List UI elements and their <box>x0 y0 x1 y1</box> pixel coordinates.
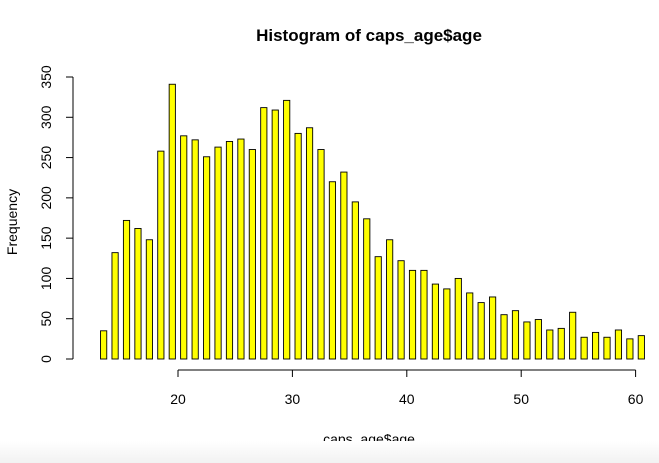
y-tick-label: 350 <box>38 65 54 89</box>
histogram-bar <box>100 330 108 360</box>
histogram-bar <box>626 338 634 360</box>
histogram-bar <box>271 109 279 360</box>
histogram-bar <box>111 252 119 360</box>
histogram-bar <box>386 239 394 360</box>
histogram-bar <box>317 149 325 360</box>
histogram-bar <box>546 329 554 360</box>
histogram-bar <box>122 219 131 360</box>
histogram-bar <box>191 139 199 360</box>
histogram-bar <box>489 296 497 360</box>
histogram-bar <box>477 302 485 360</box>
histogram-bar <box>511 310 520 360</box>
chart-title: Histogram of caps_age$age <box>256 26 482 45</box>
histogram-bar <box>614 329 623 360</box>
histogram-bar <box>591 331 600 360</box>
y-tick-label: 300 <box>38 105 54 129</box>
histogram-bar <box>340 171 348 360</box>
histogram-bar <box>580 336 588 360</box>
histogram-bar <box>328 181 337 360</box>
histogram-bar <box>248 149 256 360</box>
histogram-bar <box>431 283 439 360</box>
histogram-bar <box>168 83 176 360</box>
y-tick-label: 200 <box>38 186 54 210</box>
histogram-bar <box>225 141 234 360</box>
y-tick-label: 100 <box>38 267 54 291</box>
histogram-bar <box>157 150 165 360</box>
histogram-bar <box>534 319 542 360</box>
x-tick-label: 40 <box>399 391 415 407</box>
histogram-bar <box>569 311 577 360</box>
histogram-bar <box>363 218 371 360</box>
y-axis-title: Frequency <box>4 189 20 255</box>
x-tick-label: 30 <box>285 391 301 407</box>
histogram-bar <box>237 138 245 360</box>
histogram-bar <box>397 260 405 360</box>
x-tick-label: 50 <box>513 391 529 407</box>
x-axis: 20 30 40 50 60 <box>170 369 644 407</box>
histogram-bar <box>500 314 508 360</box>
histogram-bar <box>408 269 417 360</box>
y-tick-label: 150 <box>38 226 54 250</box>
histogram-bar <box>180 135 188 360</box>
x-tick-label: 60 <box>628 391 644 407</box>
histogram-bar <box>603 336 611 360</box>
histogram-bar <box>145 239 153 360</box>
y-axis: 0 50 100 150 200 250 300 350 <box>38 65 74 363</box>
histogram-bar <box>214 146 222 360</box>
histogram-bar <box>454 277 462 360</box>
x-axis-title: caps_age$age <box>323 431 415 441</box>
histogram-bar <box>294 132 302 360</box>
x-tick-label: 20 <box>170 391 186 407</box>
y-tick-label: 50 <box>38 311 54 327</box>
y-tick-label: 0 <box>38 355 54 363</box>
histogram-bar <box>134 228 142 360</box>
histogram-bar <box>523 321 531 360</box>
histogram-bar <box>443 288 451 360</box>
y-tick-label: 250 <box>38 146 54 170</box>
histogram-bar <box>260 107 268 360</box>
histogram-bar <box>637 335 645 360</box>
histogram-bar <box>351 201 359 360</box>
histogram-bar <box>374 256 382 360</box>
bottom-edge-band <box>0 441 659 463</box>
histogram-bar <box>203 156 211 360</box>
bars-group <box>100 83 645 360</box>
histogram-chart: Histogram of caps_age$age 20 30 40 50 60 0 50… <box>4 26 645 441</box>
histogram-bar <box>305 127 314 360</box>
histogram-bar <box>283 99 291 360</box>
histogram-bar <box>466 292 474 360</box>
histogram-bar <box>420 269 428 360</box>
histogram-bar <box>557 327 565 360</box>
